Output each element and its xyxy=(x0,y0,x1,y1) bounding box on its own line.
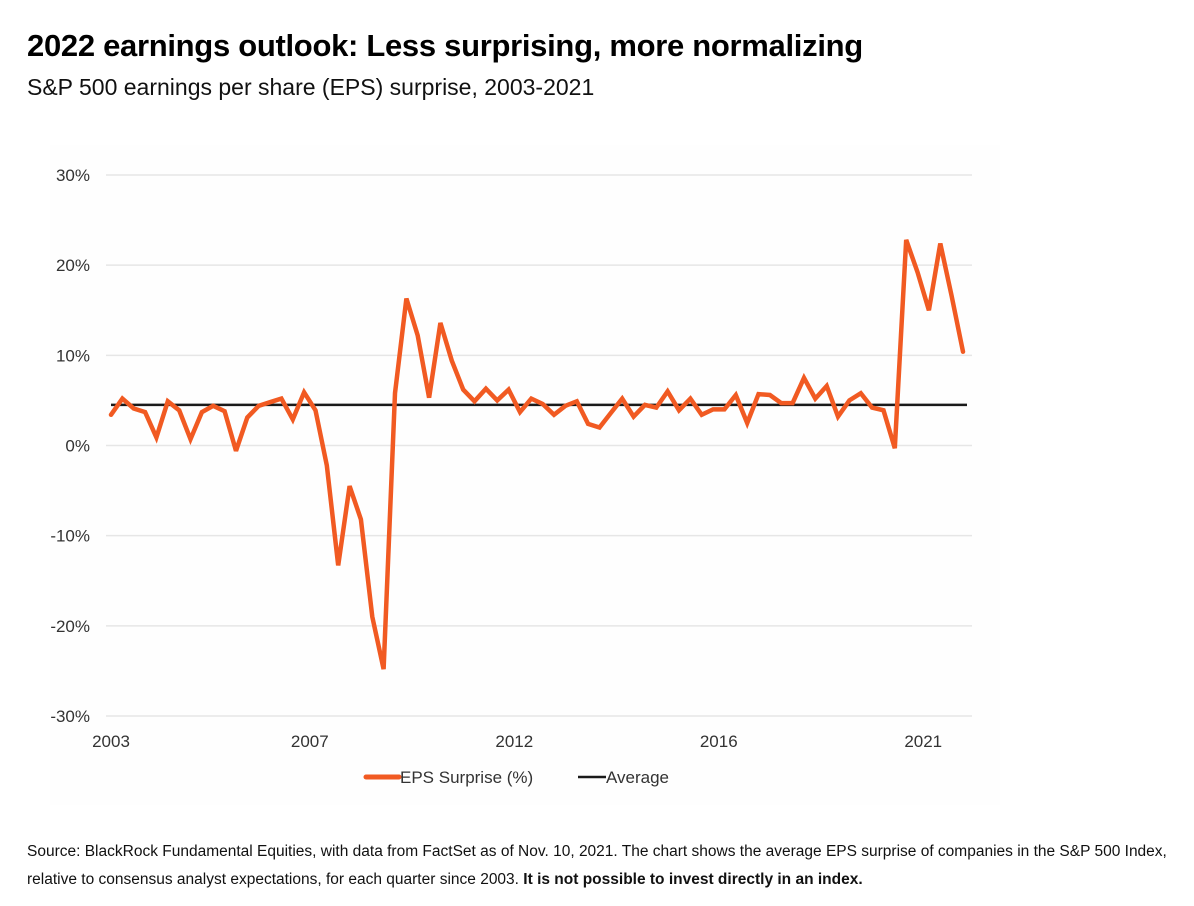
series-layer xyxy=(108,239,967,670)
y-tick-label: -10% xyxy=(50,527,90,546)
y-tick-label: -30% xyxy=(50,707,90,726)
x-tick-label: 2007 xyxy=(291,732,329,751)
source-footnote: Source: BlackRock Fundamental Equities, … xyxy=(27,838,1177,894)
x-tick-label: 2003 xyxy=(92,732,130,751)
page-title: 2022 earnings outlook: Less surprising, … xyxy=(27,28,863,63)
y-tick-label: -20% xyxy=(50,617,90,636)
y-axis-ticks: 30% 20% 10% 0% -10% -20% -30% xyxy=(50,166,90,726)
x-tick-label: 2012 xyxy=(495,732,533,751)
y-tick-label: 10% xyxy=(56,346,90,365)
x-tick-label: 2016 xyxy=(700,732,738,751)
y-tick-label: 0% xyxy=(65,437,90,456)
y-tick-label: 30% xyxy=(56,166,90,185)
legend-label-eps: EPS Surprise (%) xyxy=(400,768,533,787)
y-tick-label: 20% xyxy=(56,256,90,275)
disclaimer-text: It is not possible to invest directly in… xyxy=(523,871,863,888)
x-tick-label: 2021 xyxy=(904,732,942,751)
line-chart: 30% 20% 10% 0% -10% -20% -30% 2003 2007 2012 2016… xyxy=(50,166,972,787)
page-subtitle: S&P 500 earnings per share (EPS) surpris… xyxy=(27,74,595,100)
x-axis-ticks: 2003 2007 2012 2016 2021 xyxy=(92,732,942,751)
chart-area: 30% 20% 10% 0% -10% -20% -30% 2003 2007 2012 2016… xyxy=(50,145,1000,805)
source-text: Source: BlackRock Fundamental Equities, … xyxy=(27,843,1167,888)
eps-surprise-line xyxy=(108,239,966,670)
legend: EPS Surprise (%) Average xyxy=(363,768,669,787)
legend-label-average: Average xyxy=(606,768,669,787)
gridlines xyxy=(106,174,972,717)
